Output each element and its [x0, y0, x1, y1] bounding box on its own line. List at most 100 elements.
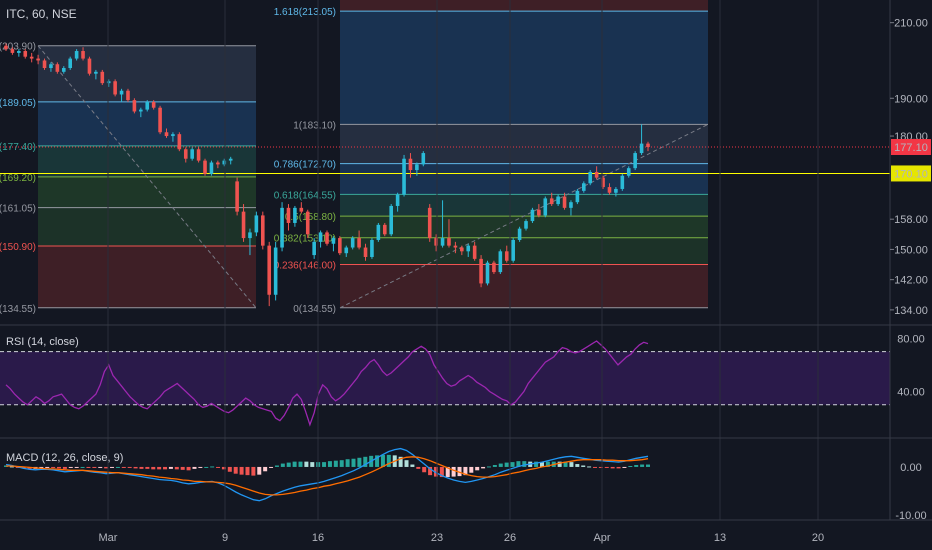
candle-body — [537, 209, 541, 216]
candle-body — [408, 158, 413, 171]
macd-hist-bar — [380, 454, 385, 467]
candle-body — [254, 215, 259, 233]
macd-hist-bar — [216, 466, 221, 468]
macd-hist-bar — [539, 462, 544, 467]
macd-hist-bar — [357, 457, 362, 467]
candle-body — [504, 251, 509, 261]
macd-hist-bar — [457, 466, 462, 477]
macd-hist-bar — [445, 466, 450, 478]
x-tick-label: 13 — [714, 532, 726, 544]
macd-hist-bar — [351, 458, 356, 467]
macd-hist-bar — [74, 466, 79, 468]
price-tag-label: 177.10 — [894, 142, 928, 154]
rsi-pane[interactable] — [0, 340, 890, 427]
candle-body — [74, 51, 79, 59]
macd-hist-bar — [157, 466, 162, 470]
macd-hist-bar — [646, 464, 650, 467]
candle-body — [68, 58, 72, 69]
x-tick-label: Apr — [593, 532, 610, 544]
x-tick-label: 26 — [504, 532, 516, 544]
fib-left-label: 5(169.20) — [0, 173, 36, 184]
candle-body — [344, 247, 349, 254]
rsi-axis-label: 80.00 — [897, 333, 925, 345]
candle-body — [23, 51, 28, 57]
macd-hist-bar — [98, 466, 103, 468]
candle-body — [331, 238, 336, 244]
fib-left-zone — [38, 176, 256, 208]
price-pane[interactable]: (203.90)5(189.05)3(177.40)5(169.20)2(161… — [0, 0, 890, 315]
macd-hist-bar — [375, 455, 380, 467]
macd-hist-bar — [57, 466, 62, 469]
candle-body — [582, 183, 586, 191]
macd-hist-bar — [221, 466, 226, 470]
macd-hist-bar — [139, 466, 144, 469]
candle-body — [511, 239, 515, 261]
candle-body — [376, 224, 381, 240]
fib-right-label: 1.618(213.05) — [274, 7, 336, 18]
macd-hist-bar — [292, 461, 297, 467]
x-tick-label: 23 — [431, 532, 443, 544]
candle-body — [267, 245, 272, 295]
macd-hist-bar — [304, 461, 309, 467]
candle-body — [94, 71, 98, 74]
price-axis-label: 210.00 — [894, 18, 928, 30]
candle-body — [614, 188, 618, 193]
candle-body — [196, 149, 201, 161]
candle-body — [626, 168, 631, 176]
candle-body — [299, 207, 304, 212]
macd-hist-bar — [416, 466, 421, 469]
candle-body — [171, 134, 175, 137]
macd-hist-bar — [498, 463, 503, 467]
macd-hist-bar — [322, 462, 327, 467]
fib-left-zone — [38, 207, 256, 247]
candle-body — [106, 81, 111, 84]
fib-right-label: 0(134.55) — [293, 304, 336, 315]
macd-hist-bar — [110, 466, 115, 468]
macd-pane[interactable] — [4, 447, 650, 502]
macd-hist-bar — [386, 454, 391, 467]
macd-hist-bar — [422, 466, 427, 473]
candle-body — [81, 51, 85, 59]
candle-body — [87, 58, 92, 74]
candle-body — [357, 238, 361, 248]
candle-body — [318, 232, 323, 242]
fib-left-label: 5(150.90) — [0, 242, 36, 253]
fib-left-zone — [38, 145, 256, 177]
price-tag-bg — [891, 165, 931, 182]
fib-right-label: 0.618(164.55) — [274, 190, 336, 201]
macd-hist-bar — [186, 466, 191, 471]
rsi-line — [5, 340, 649, 427]
candle-body — [164, 132, 169, 137]
macd-hist-bar — [86, 466, 91, 468]
macd-hist-bar — [269, 466, 274, 468]
macd-hist-bar — [463, 466, 468, 476]
candle-body — [36, 58, 40, 61]
candle-body — [607, 187, 612, 193]
candle-body — [235, 181, 239, 212]
macd-hist-bar — [604, 466, 609, 468]
price-axis-label: 190.00 — [894, 93, 928, 105]
candle-body — [113, 81, 117, 95]
macd-hist-bar — [168, 466, 173, 469]
macd-hist-bar — [587, 466, 592, 468]
macd-hist-bar — [145, 466, 150, 469]
macd-hist-bar — [622, 466, 627, 468]
macd-hist-bar — [198, 466, 203, 468]
candle-body — [466, 245, 471, 252]
fib-left-label: 5(189.05) — [0, 98, 36, 109]
candle-body — [594, 171, 599, 178]
macd-hist-bar — [39, 466, 44, 468]
macd-hist-bar — [133, 466, 138, 469]
macd-hist-bar — [227, 466, 232, 472]
price-tag-label: 170.10 — [894, 168, 928, 180]
fib-right-zone — [340, 11, 708, 125]
macd-hist-bar — [522, 461, 527, 467]
candle-body — [132, 100, 137, 112]
macd-title: MACD (12, 26, close, 9) — [6, 452, 123, 464]
candle-body — [569, 202, 573, 208]
macd-hist-bar — [410, 464, 415, 467]
fib-right-trendline — [339, 123, 709, 309]
candle-body — [479, 258, 483, 284]
candle-body — [370, 239, 374, 257]
